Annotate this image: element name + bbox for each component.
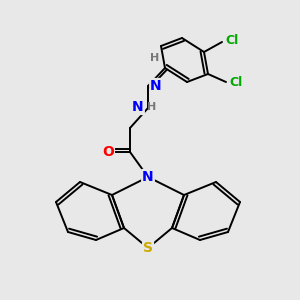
- Text: Cl: Cl: [230, 76, 243, 88]
- Text: Cl: Cl: [225, 34, 239, 46]
- Text: S: S: [143, 241, 153, 255]
- Text: O: O: [102, 145, 114, 159]
- Text: N: N: [150, 79, 162, 93]
- Text: N: N: [132, 100, 144, 114]
- Text: H: H: [150, 53, 160, 63]
- Text: N: N: [142, 170, 154, 184]
- Text: H: H: [147, 102, 156, 112]
